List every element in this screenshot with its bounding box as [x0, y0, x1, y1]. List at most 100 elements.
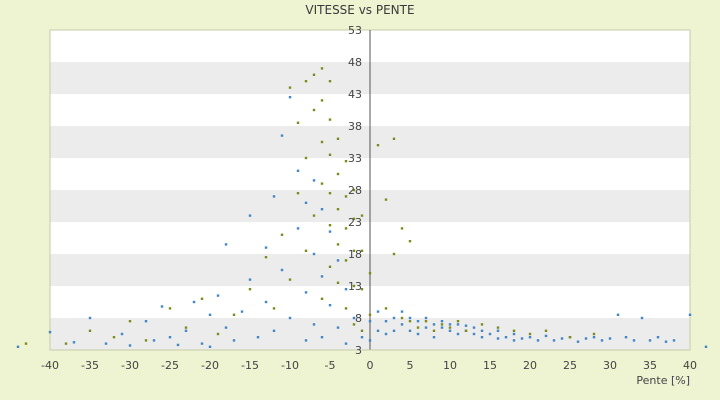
data-point: [320, 140, 324, 144]
data-point: [320, 275, 324, 278]
data-point: [672, 339, 676, 342]
data-point: [360, 336, 364, 339]
data-point: [272, 195, 276, 198]
data-point: [104, 342, 108, 345]
data-point: [296, 227, 300, 230]
data-point: [240, 310, 244, 313]
data-point: [128, 320, 132, 323]
data-point: [656, 336, 660, 339]
data-point: [360, 249, 364, 252]
data-point: [336, 208, 340, 211]
data-point: [704, 345, 708, 348]
x-tick-label: -20: [201, 359, 219, 372]
x-tick-label: -10: [281, 359, 299, 372]
y-tick-label: 38: [348, 120, 362, 133]
data-point: [320, 297, 324, 300]
data-point: [376, 310, 380, 313]
data-point: [16, 345, 20, 348]
data-point: [312, 73, 316, 76]
data-point: [232, 313, 236, 316]
data-point: [464, 324, 468, 327]
data-point: [392, 252, 396, 256]
data-point: [312, 323, 316, 326]
data-point: [192, 300, 196, 304]
data-point: [512, 332, 516, 336]
data-point: [344, 342, 348, 345]
data-point: [344, 307, 348, 310]
data-point: [480, 323, 484, 326]
data-point: [472, 326, 476, 329]
data-point: [176, 343, 180, 347]
data-point: [384, 320, 388, 323]
x-tick-label: -40: [41, 359, 59, 372]
data-point: [352, 323, 356, 326]
data-point: [424, 326, 428, 329]
x-tick-label: -35: [81, 359, 99, 372]
data-point: [408, 240, 412, 243]
data-point: [328, 153, 332, 156]
x-axis-label: Pente [%]: [636, 374, 690, 387]
y-tick-label: 48: [348, 56, 362, 69]
data-point: [456, 320, 460, 323]
data-point: [440, 320, 444, 323]
data-point: [248, 214, 252, 217]
data-point: [376, 329, 380, 332]
data-point: [440, 326, 444, 329]
data-point: [368, 313, 372, 316]
data-point: [320, 67, 324, 70]
y-tick-label: 53: [348, 24, 362, 37]
data-point: [496, 326, 500, 329]
data-point: [584, 337, 588, 340]
data-point: [432, 329, 436, 332]
data-point: [312, 179, 316, 182]
data-point: [264, 256, 268, 259]
data-point: [48, 330, 52, 334]
data-point: [360, 329, 364, 332]
data-point: [328, 230, 332, 233]
data-point: [320, 99, 324, 102]
data-point: [376, 144, 380, 147]
data-point: [416, 320, 420, 323]
y-tick-label: 28: [348, 184, 362, 197]
data-point: [344, 288, 348, 291]
y-tick-label: 18: [348, 248, 362, 261]
y-tick-label: 23: [348, 216, 362, 229]
data-point: [456, 332, 460, 336]
data-point: [448, 329, 452, 332]
data-point: [600, 339, 604, 342]
data-point: [328, 80, 332, 83]
data-point: [464, 329, 468, 332]
data-point: [232, 339, 236, 342]
data-point: [224, 243, 228, 246]
data-point: [624, 336, 628, 339]
data-point: [392, 329, 396, 332]
x-tick-label: 40: [683, 359, 697, 372]
data-point: [304, 339, 308, 342]
data-point: [280, 268, 284, 272]
data-point: [400, 323, 404, 326]
data-point: [544, 329, 548, 332]
data-point: [360, 214, 364, 217]
data-point: [512, 339, 516, 342]
data-point: [144, 320, 148, 323]
data-point: [392, 137, 396, 140]
data-point: [528, 332, 532, 336]
data-point: [576, 340, 580, 343]
x-tick-label: -30: [121, 359, 139, 372]
data-point: [552, 339, 556, 342]
data-point: [384, 198, 388, 201]
x-tick-labels: -40 -35 -30 -25 -20 -15 -10 -5 0 5 10 15 20 25 30 35 40: [41, 359, 697, 372]
data-point: [344, 227, 348, 230]
x-tick-label: 20: [523, 359, 537, 372]
data-point: [520, 337, 524, 340]
data-point: [360, 288, 364, 291]
data-point: [328, 224, 332, 227]
data-point: [536, 339, 540, 342]
data-point: [88, 329, 92, 332]
data-point: [560, 337, 564, 340]
data-point: [288, 278, 292, 281]
y-tick-label: 8: [355, 312, 362, 325]
data-points: [16, 67, 708, 348]
data-point: [592, 332, 596, 336]
